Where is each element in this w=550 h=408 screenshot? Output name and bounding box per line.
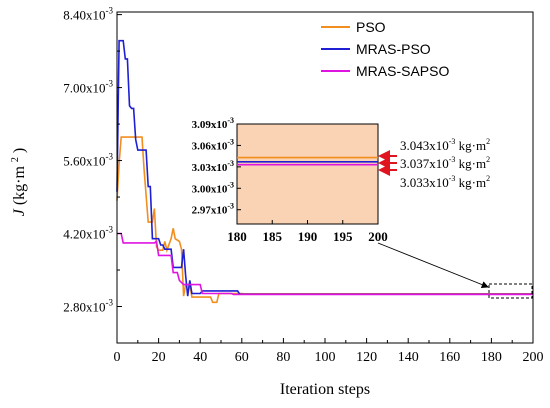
x-tick-label: 0: [114, 350, 121, 365]
y-axis-label-unit: (kg·m: [11, 166, 28, 206]
series-line-mras-sapso: [117, 232, 533, 296]
inset-x-tick-label: 200: [368, 229, 388, 244]
y-axis-label-symbol: J: [11, 208, 28, 216]
inset-y-tick-label: 2.97x10-3: [192, 202, 234, 217]
inset-annotation-label: 3.037x10-3 kg·m2: [400, 155, 490, 171]
inset-x-tick-label: 180: [227, 229, 247, 244]
y-tick-label: 8.40x10-3: [63, 6, 113, 23]
y-axis-ticks: 8.40x10-3 7.00x10-3 5.60x10-3 4.20x10-3 2.80…: [63, 6, 122, 315]
series-line-mras-pso: [116, 39, 533, 297]
x-tick-label: 140: [398, 350, 419, 365]
y-axis-label: J (kg·m 2 ): [5, 148, 28, 217]
inset-y-tick-label: 3.09x10-3: [192, 116, 234, 131]
x-tick-label: 40: [193, 350, 207, 365]
zoom-pointer-arrow: [377, 242, 489, 289]
zoom-region-box: [488, 283, 533, 299]
inset-y-tick-label: 3.00x10-3: [192, 180, 234, 195]
y-tick-label: 4.20x10-3: [63, 225, 113, 242]
series-line-pso: [116, 136, 533, 304]
x-axis-ticks: 0 20 40 60 80 100 120 140 160 180 200: [114, 338, 544, 365]
legend-label-mras-sapso: MRAS-SAPSO: [356, 63, 449, 79]
inset-zoom-panel: 180 185 190 195 200 3.09x10-3 3.06x10-3 3.03x10…: [192, 116, 491, 244]
main-series-layer: [116, 39, 533, 304]
y-tick-label: 5.60x10-3: [63, 152, 113, 169]
x-tick-label: 80: [276, 350, 290, 365]
y-axis-label-unit-sup: 2: [10, 157, 21, 162]
x-tick-label: 160: [439, 350, 460, 365]
inset-x-tick-label: 185: [263, 229, 283, 244]
inset-x-tick-label: 195: [333, 229, 353, 244]
x-tick-label: 100: [315, 350, 336, 365]
inset-x-tick-label: 190: [298, 229, 318, 244]
legend: PSO MRAS-PSO MRAS-SAPSO: [321, 19, 449, 79]
x-tick-label: 180: [481, 350, 502, 365]
inset-annotation-label: 3.033x10-3 kg·m2: [400, 174, 490, 190]
x-tick-label: 200: [523, 350, 544, 365]
legend-label-pso: PSO: [356, 19, 386, 35]
y-axis-label-close: ): [11, 148, 28, 153]
x-axis-label: Iteration steps: [280, 381, 370, 398]
x-tick-label: 60: [235, 350, 249, 365]
inset-y-tick-label: 3.06x10-3: [192, 137, 234, 152]
x-tick-label: 120: [356, 350, 377, 365]
legend-label-mras-pso: MRAS-PSO: [356, 41, 431, 57]
inset-annotation-label: 3.043x10-3 kg·m2: [400, 137, 490, 153]
x-tick-label: 20: [152, 350, 166, 365]
y-tick-label: 7.00x10-3: [63, 79, 113, 96]
inset-y-tick-label: 3.03x10-3: [192, 159, 234, 174]
y-tick-label: 2.80x10-3: [63, 298, 113, 315]
inset-plot-area: [236, 123, 379, 225]
